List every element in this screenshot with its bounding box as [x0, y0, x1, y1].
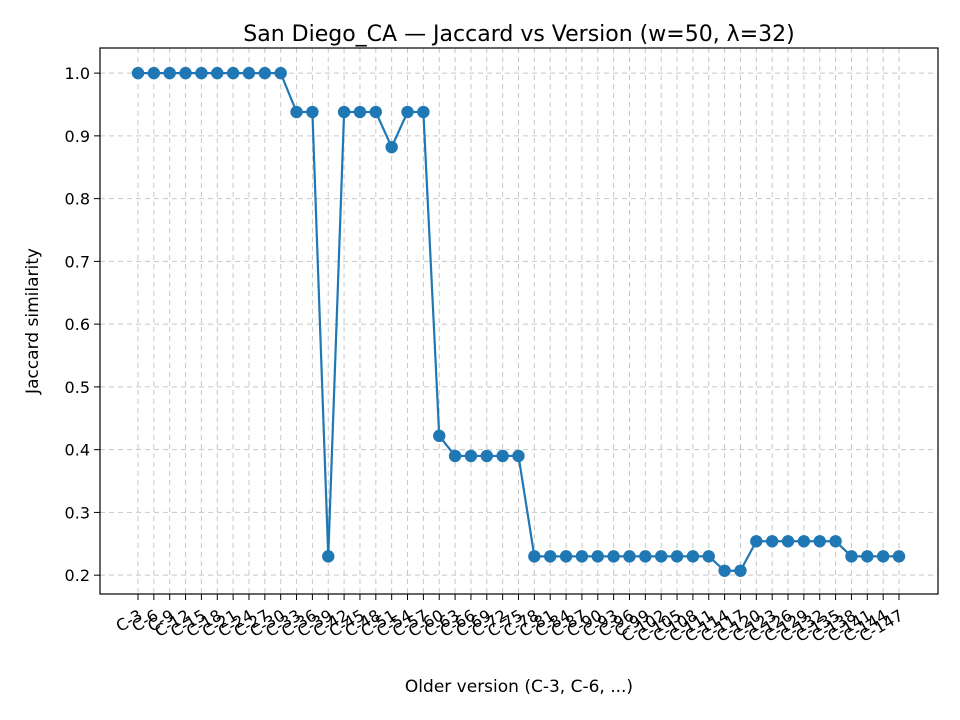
data-point: [147, 66, 161, 80]
data-point: [528, 550, 541, 563]
data-point: [385, 140, 398, 154]
data-point: [512, 449, 525, 463]
series-layer: [131, 66, 906, 577]
y-tick-label: 0.6: [65, 315, 90, 334]
data-point: [480, 449, 493, 463]
data-point: [702, 550, 715, 563]
data-point: [195, 66, 208, 80]
data-point: [337, 105, 351, 119]
data-point: [464, 449, 478, 463]
chart-title: San Diego_CA — Jaccard vs Version (w=50,…: [243, 22, 794, 47]
data-point: [353, 105, 367, 119]
data-point: [750, 535, 763, 548]
data-point: [654, 550, 668, 563]
data-point: [781, 535, 795, 548]
data-point: [845, 550, 858, 563]
y-tick-label: 0.4: [65, 441, 90, 460]
data-point: [876, 550, 890, 563]
data-point: [290, 105, 303, 119]
data-point: [639, 550, 652, 563]
y-tick-label: 0.3: [65, 503, 90, 522]
y-tick-label: 0.2: [65, 566, 90, 585]
data-point: [861, 550, 874, 563]
data-point: [433, 429, 446, 443]
data-point: [401, 105, 414, 119]
data-point: [274, 66, 287, 80]
y-tick-label: 0.7: [65, 252, 90, 271]
y-tick-label: 0.5: [65, 378, 90, 397]
data-point: [623, 550, 636, 563]
data-point: [670, 550, 684, 563]
data-point: [179, 66, 192, 80]
data-point: [369, 105, 383, 119]
grid: [100, 48, 938, 594]
data-point: [226, 66, 240, 80]
data-point: [718, 564, 731, 577]
data-point: [607, 550, 620, 563]
data-point: [575, 550, 589, 563]
data-point: [686, 550, 700, 563]
y-axis-label: Jaccard similarity: [23, 248, 43, 395]
data-point: [417, 105, 430, 119]
data-point: [559, 550, 573, 563]
data-point: [829, 535, 842, 548]
data-point: [765, 535, 779, 548]
data-point: [734, 564, 747, 577]
data-point: [211, 66, 224, 80]
data-point: [258, 66, 272, 80]
data-point: [306, 105, 319, 119]
x-axis-label: Older version (C-3, C-6, ...): [405, 677, 633, 697]
data-point: [322, 550, 335, 563]
y-tick-label: 0.9: [65, 127, 90, 146]
ticks: 0.20.30.40.50.60.70.80.91.0C-3C-6C-9C-12…: [65, 64, 907, 646]
data-point: [544, 550, 557, 563]
data-point: [242, 66, 256, 80]
data-point: [163, 66, 176, 80]
y-tick-label: 0.8: [65, 190, 90, 209]
data-point: [797, 535, 811, 548]
data-point: [591, 550, 604, 563]
y-tick-label: 1.0: [65, 64, 90, 83]
data-point: [448, 449, 462, 463]
data-point: [892, 550, 906, 563]
data-point: [496, 449, 509, 463]
data-point: [131, 66, 145, 80]
data-point: [813, 535, 826, 548]
